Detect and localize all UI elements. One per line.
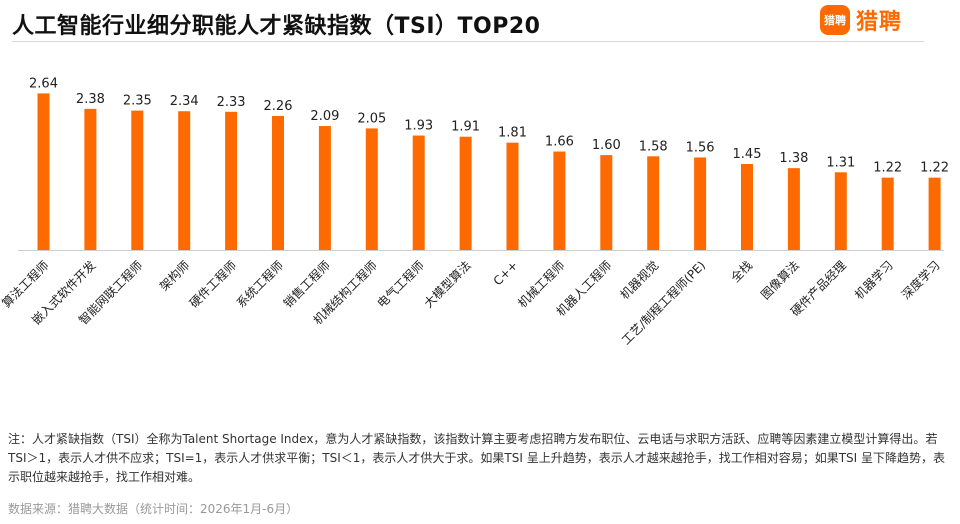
category-label: 大模型算法 [421,258,474,311]
data-label: 1.58 [639,139,668,154]
bar [318,126,331,250]
category-label: 架构师 [156,258,192,294]
bar [131,110,144,250]
category-label: 深度学习 [898,258,943,303]
page-title: 人工智能行业细分职能人才紧缺指数（TSI）TOP20 [12,14,541,39]
data-label: 1.66 [545,135,574,150]
category-label: 系统工程师 [233,258,286,311]
bar [178,111,191,250]
footnote: 注：人才紧缺指数（TSI）全称为Talent Shortage Index，意为… [8,432,946,484]
bar [412,135,425,250]
data-label: 2.64 [29,76,58,91]
bar [600,155,613,250]
data-label: 1.31 [826,155,855,170]
bar [84,108,97,251]
data-label: 2.35 [123,94,152,109]
category-label: 图像算法 [757,258,802,303]
bar [225,111,238,250]
bar [787,168,800,250]
title-divider [12,41,924,42]
bar [741,164,753,250]
category-label: 硬件工程师 [186,258,239,311]
logo-icon: 猎聘 [820,5,850,35]
category-label: 机器学习 [851,258,896,303]
data-label: 1.91 [451,120,480,135]
data-source: 数据来源：猎聘大数据（统计时间：2026年1月-6月） [8,502,299,516]
category-label: 机器视觉 [617,258,662,303]
data-label: 1.60 [592,138,621,153]
bar [272,115,284,250]
bar [37,93,50,250]
category-label: 工艺/制程工程师(PE) [618,258,708,348]
data-label: 2.34 [170,94,199,109]
data-label: 2.09 [310,109,339,124]
category-label: 全栈 [728,258,756,286]
bar [459,136,472,250]
logo-text: 猎聘 [856,10,903,35]
category-label: C++ [491,258,521,288]
bar [647,156,660,250]
bar-chart: 2.64算法工程师2.38嵌入式软件开发2.35智能网联工程师2.34架构师2.… [0,76,949,348]
bar [928,177,941,250]
data-label: 1.22 [873,161,902,176]
data-label: 1.38 [779,151,808,166]
brand-logo: 猎聘 猎聘 [820,4,902,36]
bar [553,151,566,250]
bar [365,128,378,250]
data-label: 1.22 [920,161,949,176]
data-label: 1.56 [686,140,715,155]
data-label: 2.05 [357,111,386,126]
bar [694,157,707,250]
data-label: 2.33 [217,95,246,110]
bar [834,172,847,250]
category-label: 电气工程师 [374,258,427,311]
bar [506,142,519,250]
data-label: 1.45 [733,147,762,162]
data-label: 2.38 [76,92,105,107]
bar [881,177,894,250]
data-label: 2.26 [264,99,293,114]
data-label: 1.81 [498,126,527,141]
data-label: 1.93 [404,119,433,134]
